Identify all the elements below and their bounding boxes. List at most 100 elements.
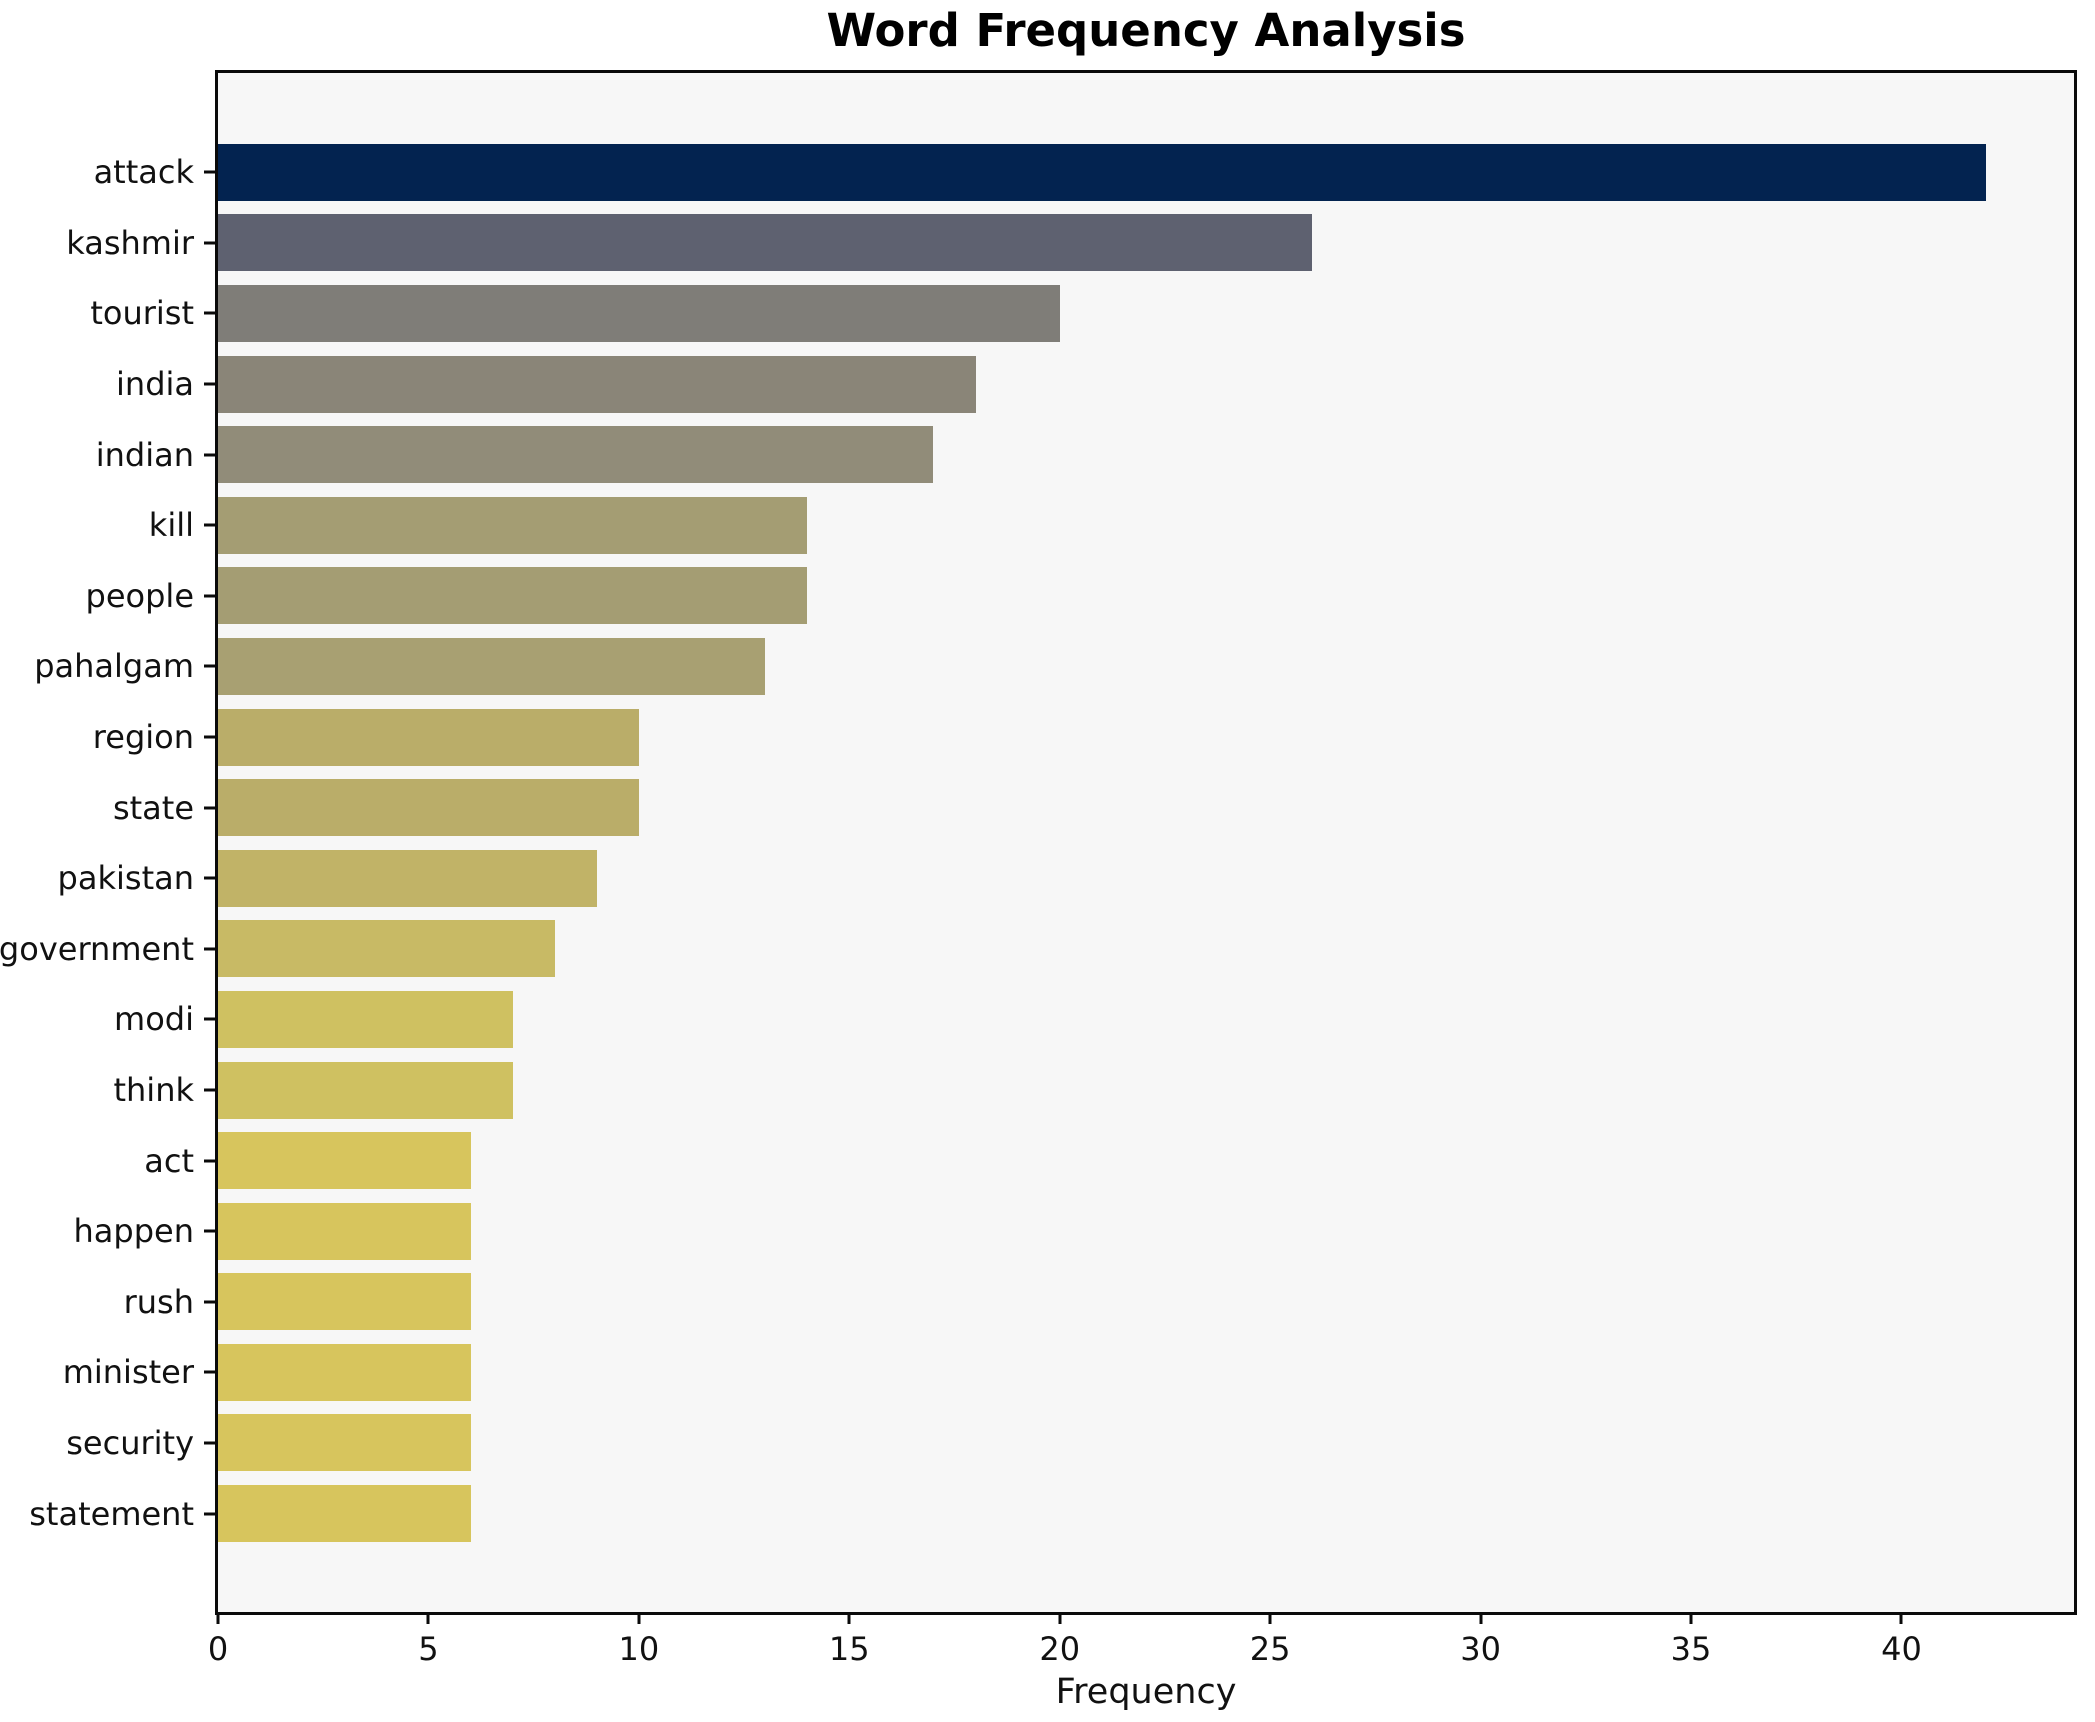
x-tick-label: 10 (618, 1630, 660, 1668)
bar-pahalgam (218, 637, 766, 695)
bar-row-india: india (116, 349, 2074, 420)
y-axis-label: pakistan (57, 859, 194, 898)
x-tick-label: 40 (1881, 1630, 1922, 1668)
bar-kill (218, 496, 808, 554)
bar-region (218, 708, 639, 766)
bar-happen (218, 1202, 471, 1260)
bar-row-think: think (113, 1055, 2074, 1126)
bar-row-government: government (0, 914, 2074, 985)
y-tick-mark (204, 523, 215, 527)
x-tick-mark (1058, 1613, 1062, 1624)
x-tick-label: 15 (828, 1630, 870, 1668)
bar-row-act: act (144, 1125, 2074, 1196)
bar-state (218, 779, 639, 837)
y-tick-mark (204, 947, 215, 951)
x-tick-label: 0 (207, 1630, 229, 1668)
y-axis-label: act (144, 1141, 194, 1180)
y-tick-mark (204, 1441, 215, 1445)
y-axis-label: modi (114, 1000, 194, 1039)
y-axis-label: security (66, 1423, 194, 1462)
x-tick-mark (1479, 1613, 1483, 1624)
bars-container: attack kashmir tourist india indian kill peopl… (0, 73, 2074, 1612)
y-axis-label: government (0, 929, 194, 968)
bar-act (218, 1132, 471, 1190)
y-axis-label: kill (148, 506, 194, 545)
bar-rush (218, 1273, 471, 1331)
y-axis-label: pahalgam (34, 647, 194, 686)
y-axis-label: region (92, 718, 194, 757)
y-tick-mark (204, 1300, 215, 1304)
bar-row-statement: statement (29, 1478, 2074, 1549)
y-axis-label: attack (93, 153, 194, 192)
x-tick-label: 5 (418, 1630, 439, 1668)
y-axis-label: statement (29, 1494, 194, 1533)
bar-row-kashmir: kashmir (66, 208, 2074, 279)
y-tick-mark (204, 806, 215, 810)
bar-row-indian: indian (96, 419, 2074, 490)
bar-pakistan (218, 849, 597, 907)
y-tick-mark (204, 170, 215, 174)
y-axis-label: tourist (90, 294, 194, 333)
y-tick-mark (204, 664, 215, 668)
bar-modi (218, 990, 513, 1048)
y-axis-label: people (85, 576, 194, 615)
y-axis-label: kashmir (66, 223, 194, 262)
y-tick-mark (204, 1088, 215, 1092)
x-tick-label: 30 (1460, 1630, 1501, 1668)
x-tick-mark (1899, 1613, 1903, 1624)
y-tick-mark (204, 735, 215, 739)
y-axis-label: minister (62, 1353, 194, 1392)
y-tick-mark (204, 1512, 215, 1516)
bar-row-rush: rush (124, 1267, 2074, 1338)
x-tick-mark (1268, 1613, 1272, 1624)
x-tick-label: 20 (1039, 1630, 1081, 1668)
bar-kashmir (218, 214, 1313, 272)
y-axis-label: happen (73, 1212, 194, 1251)
y-tick-mark (204, 453, 215, 457)
plot-area: attack kashmir tourist india indian kill peopl… (0, 70, 2077, 1668)
bar-row-pahalgam: pahalgam (34, 631, 2074, 702)
bar-row-happen: happen (74, 1196, 2074, 1267)
bar-row-region: region (93, 702, 2074, 773)
bar-row-state: state (113, 772, 2074, 843)
bar-row-tourist: tourist (90, 278, 2074, 349)
x-tick-mark (1689, 1613, 1693, 1624)
bar-minister (218, 1343, 471, 1401)
bar-statement (218, 1485, 471, 1543)
bar-row-people: people (86, 561, 2074, 632)
bar-row-attack: attack (94, 137, 2074, 208)
bar-row-security: security (66, 1408, 2074, 1479)
bar-attack (218, 143, 1986, 201)
y-axis-label: rush (123, 1282, 194, 1321)
y-axis-label: state (112, 788, 194, 827)
y-axis-label: think (113, 1071, 194, 1110)
y-tick-mark (204, 1017, 215, 1021)
y-tick-mark (204, 1370, 215, 1374)
x-axis: 0 5 10 15 20 25 30 35 40 (208, 1612, 2074, 1682)
x-tick-label: 25 (1249, 1630, 1291, 1668)
y-tick-mark (204, 876, 215, 880)
y-tick-mark (204, 311, 215, 315)
y-tick-mark (204, 1159, 215, 1163)
chart-title: Word Frequency Analysis (826, 4, 1466, 57)
bar-row-kill: kill (149, 490, 2074, 561)
bar-indian (218, 426, 934, 484)
bar-row-minister: minister (63, 1337, 2074, 1408)
bar-row-pakistan: pakistan (58, 843, 2074, 914)
bar-think (218, 1061, 513, 1119)
x-tick-mark (216, 1613, 220, 1624)
bar-india (218, 355, 976, 413)
y-tick-mark (204, 241, 215, 245)
y-tick-mark (204, 1229, 215, 1233)
bar-security (218, 1414, 471, 1472)
x-tick-mark (637, 1613, 641, 1624)
y-tick-mark (204, 382, 215, 386)
x-axis-title: Frequency (1055, 1672, 1237, 1712)
bar-tourist (218, 284, 1060, 342)
x-tick-mark (426, 1613, 430, 1624)
y-tick-mark (204, 594, 215, 598)
bar-government (218, 920, 555, 978)
y-axis-label: indian (95, 435, 194, 474)
y-axis-label: india (116, 365, 194, 404)
